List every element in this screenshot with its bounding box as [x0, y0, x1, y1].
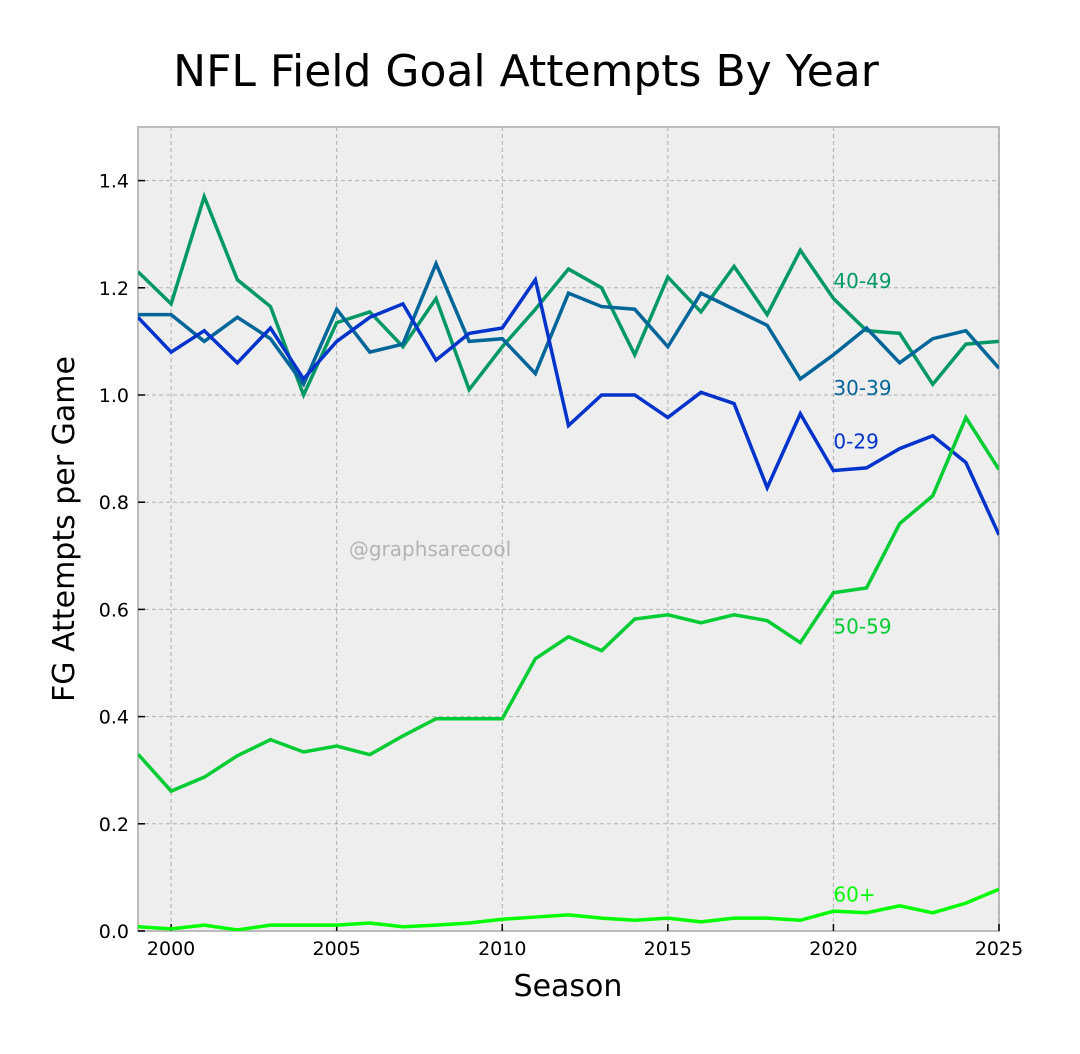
x-tick-label: 2000: [147, 938, 195, 960]
x-tick-label: 2020: [809, 938, 857, 960]
plot-area: [137, 126, 1000, 932]
y-tick-label: 1.2: [99, 278, 129, 300]
series-line-0-29: [138, 275, 999, 536]
y-tick-label: 0.8: [99, 492, 129, 514]
y-tick-label: 0.6: [99, 599, 129, 621]
watermark: @graphsarecool: [349, 537, 511, 561]
x-tick-label: 2010: [478, 938, 526, 960]
series-labels: 40-49 30-39 0-29 50-59 60+: [833, 269, 891, 907]
y-tick-label: 0.0: [99, 921, 129, 943]
series-label-0-29: 0-29: [833, 430, 878, 454]
series-line-40-49: [138, 191, 999, 400]
series-label-50-59: 50-59: [833, 615, 891, 639]
axis-ticks: 2000 2005 2010 2015 2020 2025 0.0 0.2 0.4 0.6 0.8 1…: [99, 171, 1023, 960]
series-label-40-49: 40-49: [833, 269, 891, 293]
series-line-30-39: [138, 259, 999, 388]
y-axis-label: FG Attempts per Game: [47, 356, 82, 702]
x-axis-label: Season: [514, 969, 623, 1004]
x-tick-label: 2015: [644, 938, 692, 960]
series-label-60+: 60+: [833, 883, 875, 907]
x-tick-label: 2005: [313, 938, 361, 960]
x-tick-label: 2025: [975, 938, 1023, 960]
chart-title: NFL Field Goal Attempts By Year: [173, 46, 880, 97]
y-tick-label: 0.4: [99, 707, 129, 729]
series-lines: [138, 191, 999, 931]
y-tick-label: 1.0: [99, 385, 129, 407]
series-line-60+: [138, 887, 999, 931]
gridlines: [138, 127, 1000, 931]
y-tick-label: 1.4: [99, 171, 129, 193]
y-tick-label: 0.2: [99, 814, 129, 836]
series-label-30-39: 30-39: [833, 376, 891, 400]
series-line-50-59: [138, 413, 999, 794]
